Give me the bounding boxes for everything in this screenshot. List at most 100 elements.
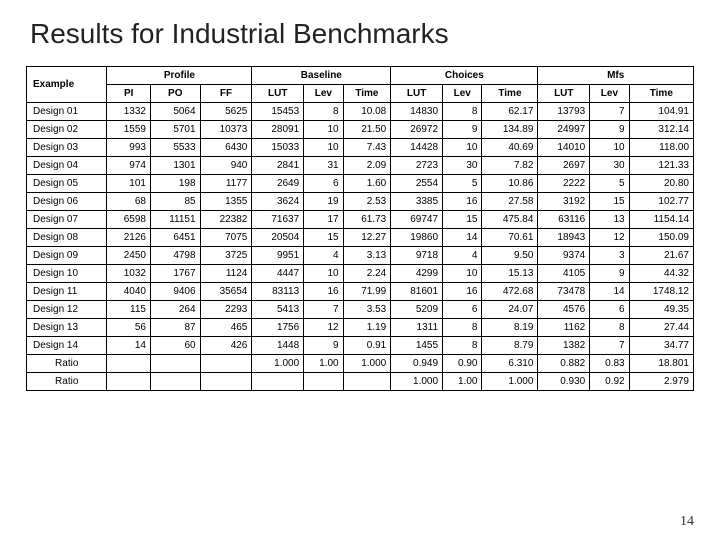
cell-m-lut: 2222: [538, 175, 590, 193]
cell-c-time: 10.86: [482, 175, 538, 193]
table-row: Design 08212664517075205041512.271986014…: [27, 229, 694, 247]
cell-po: 264: [150, 301, 200, 319]
cell-b-lut: 2841: [252, 157, 304, 175]
cell-r2-clut: 1.000: [391, 373, 443, 391]
cell-b-time: 0.91: [343, 337, 391, 355]
cell-c-lev: 8: [443, 103, 482, 121]
cell-r1-blut: 1.000: [252, 355, 304, 373]
col-m-lut: LUT: [538, 85, 590, 103]
cell-po: 85: [150, 193, 200, 211]
cell-c-lev: 9: [443, 121, 482, 139]
cell-ff: 6430: [200, 139, 252, 157]
cell-m-lev: 12: [590, 229, 629, 247]
cell-b-time: 2.53: [343, 193, 391, 211]
cell-m-time: 121.33: [629, 157, 693, 175]
cell-b-lev: 12: [304, 319, 343, 337]
cell-m-lev: 9: [590, 265, 629, 283]
table-row: Design 141460426144890.91145588.79138273…: [27, 337, 694, 355]
cell-b-time: 21.50: [343, 121, 391, 139]
cell-pi: 115: [107, 301, 151, 319]
cell-m-time: 1748.12: [629, 283, 693, 301]
cell-b-lut: 2649: [252, 175, 304, 193]
cell-r1-ctime: 6.310: [482, 355, 538, 373]
col-m-time: Time: [629, 85, 693, 103]
cell-c-time: 134.89: [482, 121, 538, 139]
cell-m-lut: 3192: [538, 193, 590, 211]
cell-c-lut: 4299: [391, 265, 443, 283]
cell-ff: 465: [200, 319, 252, 337]
cell-m-time: 1154.14: [629, 211, 693, 229]
col-ff: FF: [200, 85, 252, 103]
cell-r2-ctime: 1.000: [482, 373, 538, 391]
cell-m-lut: 63116: [538, 211, 590, 229]
table-row: Design 021559570110373280911021.50269729…: [27, 121, 694, 139]
cell-b-lev: 7: [304, 301, 343, 319]
cell-ff: 10373: [200, 121, 252, 139]
col-b-lev: Lev: [304, 85, 343, 103]
cell-pi: 68: [107, 193, 151, 211]
cell-c-time: 40.69: [482, 139, 538, 157]
cell-r1-clut: 0.949: [391, 355, 443, 373]
cell-r1-mlev: 0.83: [590, 355, 629, 373]
cell-b-lev: 15: [304, 229, 343, 247]
cell-r2-mlut: 0.930: [538, 373, 590, 391]
col-m-lev: Lev: [590, 85, 629, 103]
cell-b-time: 12.27: [343, 229, 391, 247]
cell-r2-mlev: 0.92: [590, 373, 629, 391]
cell-m-lut: 24997: [538, 121, 590, 139]
cell-m-lev: 13: [590, 211, 629, 229]
cell-name: Design 03: [27, 139, 107, 157]
cell-r1-mlut: 0.882: [538, 355, 590, 373]
cell-ff: 22382: [200, 211, 252, 229]
cell-c-time: 27.58: [482, 193, 538, 211]
cell-po: 9406: [150, 283, 200, 301]
cell-empty: [343, 373, 391, 391]
cell-c-time: 15.13: [482, 265, 538, 283]
page-number: 14: [680, 514, 694, 530]
cell-c-time: 475.84: [482, 211, 538, 229]
cell-ff: 1177: [200, 175, 252, 193]
table-row: Design 0765981115122382716371761.7369747…: [27, 211, 694, 229]
cell-m-lut: 73478: [538, 283, 590, 301]
col-choices: Choices: [391, 67, 538, 85]
cell-name: Design 13: [27, 319, 107, 337]
cell-pi: 1032: [107, 265, 151, 283]
cell-b-lev: 8: [304, 103, 343, 121]
header-row-1: Example Profile Baseline Choices Mfs: [27, 67, 694, 85]
header-row-2: PI PO FF LUT Lev Time LUT Lev Time LUT L…: [27, 85, 694, 103]
cell-c-lut: 26972: [391, 121, 443, 139]
results-table: Example Profile Baseline Choices Mfs PI …: [26, 66, 694, 391]
cell-r2-clev: 1.00: [443, 373, 482, 391]
col-b-lut: LUT: [252, 85, 304, 103]
cell-empty: [200, 355, 252, 373]
cell-name: Design 01: [27, 103, 107, 121]
cell-c-lev: 6: [443, 301, 482, 319]
table-row: Design 121152642293541373.535209624.0745…: [27, 301, 694, 319]
cell-empty: [150, 355, 200, 373]
cell-m-time: 20.80: [629, 175, 693, 193]
cell-c-time: 24.07: [482, 301, 538, 319]
cell-po: 6451: [150, 229, 200, 247]
cell-b-lev: 10: [304, 265, 343, 283]
col-pi: PI: [107, 85, 151, 103]
cell-po: 87: [150, 319, 200, 337]
cell-b-lut: 1448: [252, 337, 304, 355]
table-row: Design 06688513553624192.5333851627.5831…: [27, 193, 694, 211]
cell-po: 5533: [150, 139, 200, 157]
cell-ff: 426: [200, 337, 252, 355]
cell-c-time: 62.17: [482, 103, 538, 121]
cell-b-lev: 9: [304, 337, 343, 355]
cell-m-lev: 8: [590, 319, 629, 337]
slide-title: Results for Industrial Benchmarks: [26, 18, 694, 50]
cell-po: 5064: [150, 103, 200, 121]
cell-m-lut: 2697: [538, 157, 590, 175]
cell-c-lev: 8: [443, 337, 482, 355]
cell-c-time: 8.79: [482, 337, 538, 355]
ratio-row-2: Ratio1.0001.001.0000.9300.922.979: [27, 373, 694, 391]
cell-name: Design 05: [27, 175, 107, 193]
table-row: Design 0497413019402841312.092723307.822…: [27, 157, 694, 175]
cell-name: Design 10: [27, 265, 107, 283]
cell-po: 1767: [150, 265, 200, 283]
cell-b-lut: 3624: [252, 193, 304, 211]
cell-ff: 1124: [200, 265, 252, 283]
